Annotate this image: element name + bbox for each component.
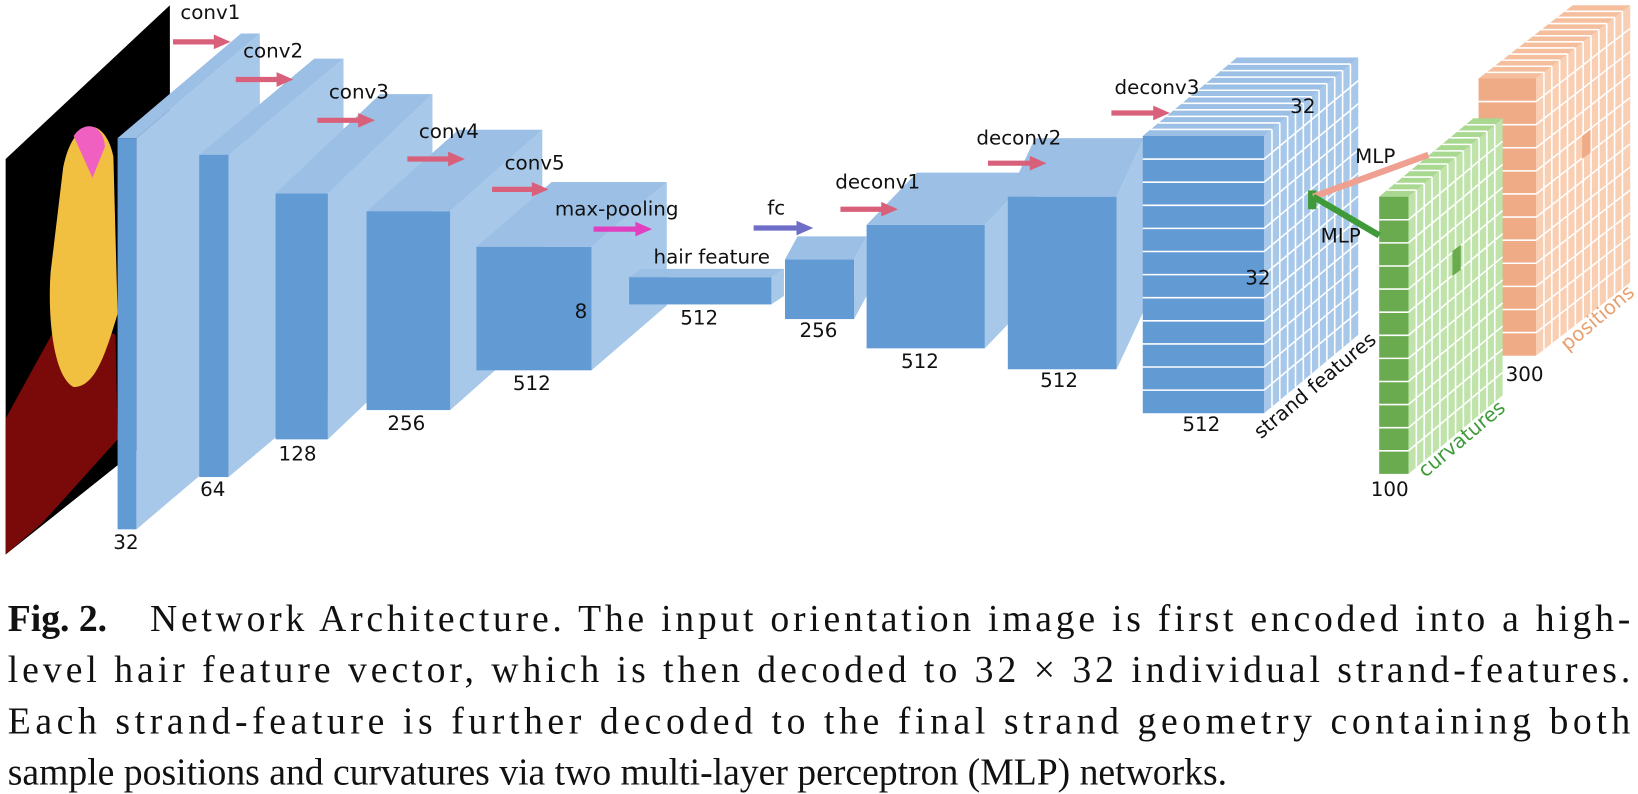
arrow <box>173 34 231 50</box>
dimension-label: 512 <box>1040 369 1078 392</box>
arrow <box>987 155 1047 171</box>
block-top <box>785 236 867 260</box>
arrow <box>1111 105 1170 121</box>
layer-label: fc <box>767 196 785 219</box>
dimension-label: 32 <box>1245 267 1270 290</box>
block-front <box>866 224 985 349</box>
layer-label: conv4 <box>419 120 479 143</box>
block-top <box>366 129 543 212</box>
block-front <box>117 138 137 530</box>
dimension-label: 512 <box>513 372 551 395</box>
block-front <box>275 193 328 440</box>
dimension-label: 64 <box>200 478 225 501</box>
layer-label: conv1 <box>180 1 240 24</box>
caption-line: sample positions and curvatures via two … <box>8 752 1227 794</box>
caption-line: level hair feature vector, which is then… <box>8 649 1631 691</box>
layer-label: conv3 <box>329 80 389 103</box>
block-front <box>199 154 229 478</box>
mlp-line-curvatures <box>1311 193 1381 239</box>
arrow-head <box>358 112 375 128</box>
block-top <box>199 58 344 155</box>
arrow-head <box>531 182 549 197</box>
layer-block <box>785 236 867 320</box>
layer-label: deconv1 <box>835 170 920 193</box>
arrow-head <box>796 220 814 236</box>
arrow <box>753 220 814 236</box>
arrow-head <box>1029 155 1047 171</box>
block-front <box>476 246 592 371</box>
layer-block <box>1142 57 1359 414</box>
block-front <box>366 211 451 411</box>
layer-label: conv2 <box>243 40 303 63</box>
dimension-label: 256 <box>800 319 838 342</box>
block-top <box>629 268 784 278</box>
image-hair <box>49 126 118 388</box>
arrow <box>317 112 375 128</box>
block-front <box>785 259 855 320</box>
dimension-label: 8 <box>575 300 588 323</box>
block-front <box>1007 196 1117 370</box>
arrow <box>593 221 653 237</box>
block-side <box>854 236 867 320</box>
block-grid <box>1535 258 1631 334</box>
arrow-head <box>635 221 653 237</box>
arrow-head <box>448 151 465 167</box>
layer-block <box>1379 118 1504 474</box>
highlight-cell <box>1452 244 1461 277</box>
layer-label: deconv2 <box>976 126 1061 149</box>
dimension-label: 100 <box>1371 478 1409 501</box>
mlp-line-positions <box>1312 151 1430 200</box>
caption-label: Fig. 2. <box>8 598 107 640</box>
block-top <box>1007 138 1144 197</box>
arrow <box>840 201 898 217</box>
image-hair-highlight <box>73 126 106 178</box>
caption-line: Network Architecture. The input orientat… <box>150 598 1630 640</box>
dimension-label: 512 <box>901 350 939 373</box>
block-top <box>476 182 667 247</box>
block-top <box>117 33 260 139</box>
arrow <box>407 151 465 167</box>
highlight-cell <box>1582 129 1591 160</box>
annotation: MLP <box>1321 225 1361 248</box>
layer-block <box>629 268 784 305</box>
block-front <box>629 277 772 305</box>
block-top <box>275 94 433 194</box>
dimension-label: 256 <box>387 412 425 435</box>
layer-block <box>1007 138 1144 370</box>
block-side <box>771 268 784 305</box>
highlight-cell <box>1308 190 1317 210</box>
layer-label: deconv3 <box>1115 76 1200 99</box>
block-top <box>866 172 1036 225</box>
layer-block <box>476 182 667 371</box>
arrow-head <box>276 72 294 87</box>
arrow-head <box>881 201 898 217</box>
block-side <box>1116 138 1144 370</box>
block-grid <box>1263 311 1359 391</box>
dimension-label: 512 <box>680 306 718 329</box>
arrow <box>235 72 294 87</box>
dimension-label: 128 <box>279 442 317 465</box>
caption-line: Each strand-feature is further decoded t… <box>8 700 1631 742</box>
dimension-label: 512 <box>1182 413 1220 436</box>
dimension-label: 32 <box>1290 95 1315 118</box>
annotation: MLP <box>1355 145 1395 168</box>
layer-label: max-pooling <box>555 197 679 220</box>
layer-label: conv5 <box>505 151 565 174</box>
annotation: hair feature <box>654 246 770 269</box>
arrow <box>492 182 549 197</box>
dimension-label: 300 <box>1506 363 1544 386</box>
dimension-label: 32 <box>113 531 138 554</box>
block-grid <box>1407 371 1504 452</box>
arrow-head <box>213 34 231 50</box>
arrow-head <box>1153 105 1170 121</box>
